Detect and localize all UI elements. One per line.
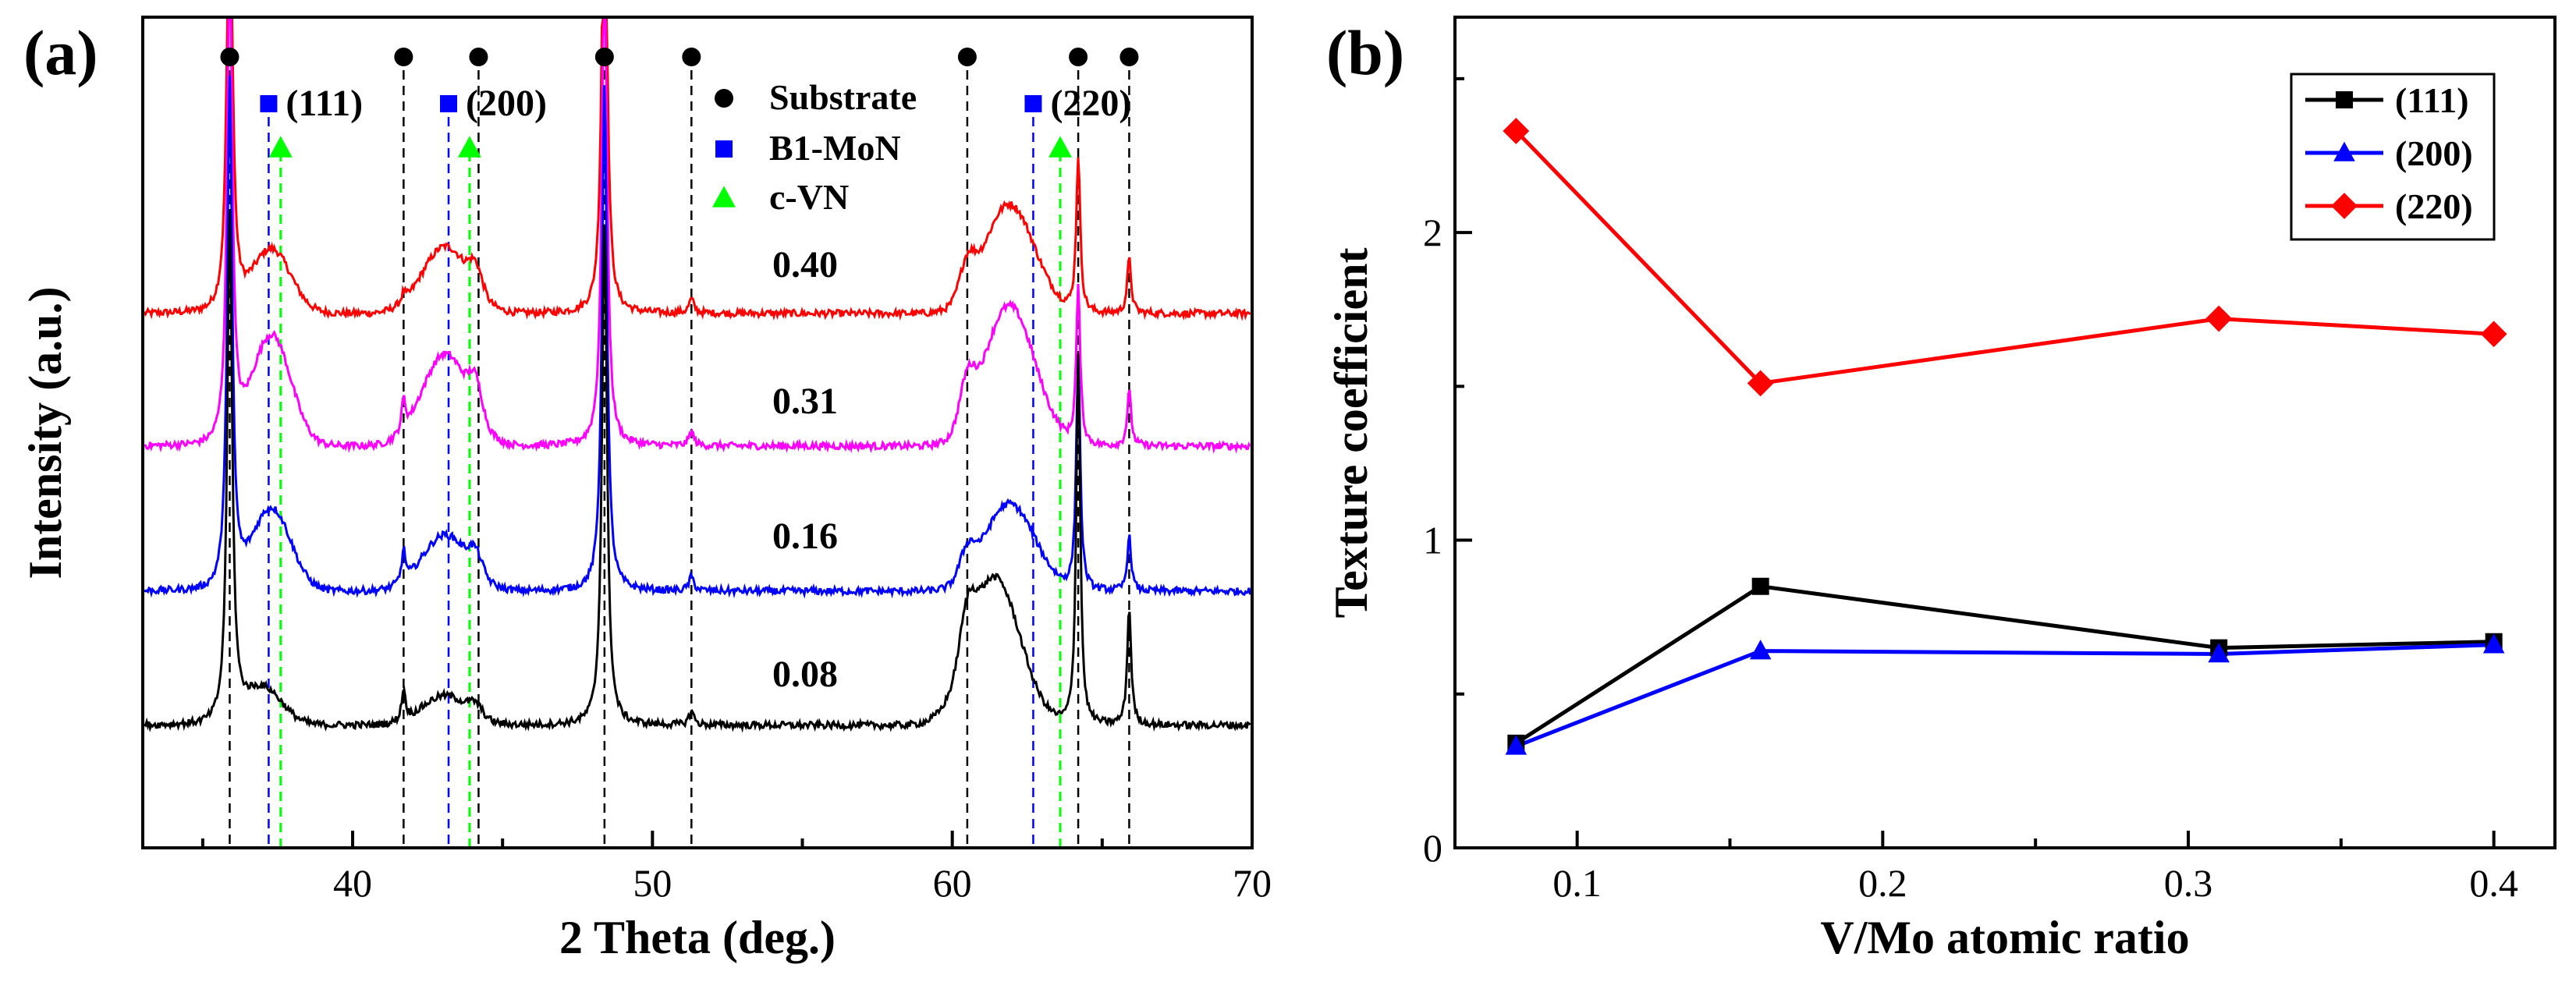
y-tick-label: 2	[1423, 211, 1442, 254]
peak-label: (111)	[286, 83, 363, 124]
substrate-peak-marker	[594, 48, 614, 66]
substrate-peak-marker	[957, 48, 977, 66]
substrate-peak-marker	[220, 48, 240, 66]
c-vn-peak-marker	[268, 136, 293, 158]
b1-mon-peak-marker	[260, 95, 278, 112]
legend-marker-(200)	[2333, 141, 2355, 161]
series-label-0.08: 0.08	[772, 654, 838, 695]
panel-a-xrd-chart: (a) (111) (200) (220) 0.40 0.31 0.16 0.08 Sub…	[20, 16, 1272, 963]
panel-b-series-group	[1503, 118, 2507, 755]
panel-a-peak-labels: (111) (200) (220)	[286, 83, 1131, 124]
data-point-(200)	[1749, 640, 1772, 660]
substrate-peak-marker	[469, 48, 488, 66]
panel-a-series-labels: 0.40 0.31 0.16 0.08	[772, 244, 838, 695]
panel-a-reference-lines	[229, 55, 1130, 848]
legend-marker-(111)	[2336, 91, 2353, 108]
data-point-(220)	[1747, 370, 1774, 397]
panel-b-legend: (111) (200) (220)	[2290, 73, 2496, 241]
c-vn-peak-marker	[457, 136, 481, 158]
series-label-0.16: 0.16	[772, 516, 838, 557]
x-tick-label: 0.3	[2164, 861, 2213, 905]
panel-b-y-axis-ticks: 0 1 2	[1423, 76, 1472, 870]
data-point-(220)	[2480, 321, 2507, 348]
y-tick-label: 1	[1423, 519, 1442, 562]
series-line-0.08	[143, 208, 1251, 733]
panel-a-y-axis-label: Intensity (a.u.)	[20, 286, 71, 579]
panel-a-label: (a)	[23, 17, 98, 88]
panel-a-x-axis-label: 2 Theta (deg.)	[559, 912, 836, 963]
x-tick-label: 50	[633, 861, 672, 905]
data-point-(111)	[1751, 577, 1769, 595]
legend-marker-triangle	[712, 186, 736, 207]
series-line-(200)	[1515, 643, 2494, 749]
x-tick-label: 60	[933, 861, 972, 905]
series-label-0.40: 0.40	[772, 244, 838, 285]
series-line-0.16	[144, 75, 1251, 599]
data-point-(200)	[2208, 643, 2230, 663]
legend-label-(220): (220)	[2395, 186, 2473, 226]
legend-marker-(220)	[2331, 193, 2358, 219]
legend-label: B1-MoN	[769, 128, 901, 168]
peak-label: (220)	[1050, 83, 1131, 124]
panel-b-label: (b)	[1326, 17, 1404, 88]
panel-b-x-axis-label: V/Mo atomic ratio	[1820, 912, 2189, 963]
peak-label: (200)	[466, 83, 547, 124]
panel-a-peak-markers	[220, 48, 1139, 158]
legend-marker-substrate	[715, 89, 733, 108]
substrate-peak-marker	[1069, 48, 1088, 66]
panel-b-x-axis-ticks: 0.1 0.2 0.3 0.4	[1552, 831, 2518, 905]
panel-a-plot-frame	[141, 16, 1254, 849]
substrate-peak-marker	[1119, 48, 1139, 66]
x-tick-label: 0.4	[2469, 861, 2518, 905]
c-vn-peak-marker	[1048, 136, 1072, 158]
series-line-(220)	[1514, 129, 2494, 386]
b1-mon-peak-marker	[440, 95, 458, 112]
series-line-0.40	[143, 17, 1251, 321]
legend-label-(200): (200)	[2395, 133, 2473, 173]
substrate-peak-marker	[682, 48, 701, 66]
b1-mon-peak-marker	[1024, 95, 1042, 112]
panel-a-legend: Substrate B1-MoN c-VN	[712, 77, 917, 217]
panel-b-texture-chart: (b) 0.1 0.2 0.3 0.4 0 1 2 (111) (200) (220) V/M…	[1325, 16, 2556, 963]
panel-b-y-axis-label: Texture coefficient	[1325, 248, 1377, 619]
data-point-(200)	[1505, 735, 1528, 755]
panel-a-x-axis-ticks: 40 50 60 70	[200, 831, 1272, 905]
panel-b-plot-frame	[1453, 16, 2556, 849]
data-point-(200)	[2482, 633, 2505, 654]
x-tick-label: 40	[333, 861, 372, 905]
substrate-peak-marker	[394, 48, 413, 66]
legend-label-(111): (111)	[2395, 80, 2469, 120]
data-point-(220)	[1503, 118, 1530, 144]
legend-label: c-VN	[769, 177, 849, 217]
series-line-0.31	[144, 17, 1251, 454]
y-tick-label: 0	[1423, 826, 1442, 870]
data-point-(220)	[2205, 305, 2233, 332]
panel-a-series-group	[143, 17, 1251, 733]
x-tick-label: 70	[1233, 861, 1272, 905]
series-line-(111)	[1514, 584, 2494, 746]
legend-marker-square	[715, 140, 733, 158]
x-tick-label: 0.2	[1858, 861, 1907, 905]
x-tick-label: 0.1	[1552, 861, 1602, 905]
series-label-0.31: 0.31	[772, 381, 838, 422]
legend-label: Substrate	[769, 77, 917, 117]
